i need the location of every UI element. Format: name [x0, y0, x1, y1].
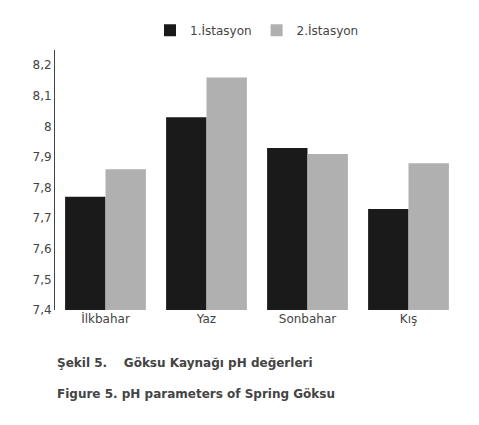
svg-text:8,2: 8,2	[33, 58, 52, 72]
svg-text:1.İstasyon: 1.İstasyon	[190, 23, 252, 38]
svg-text:Figure 5. pH parameters of Spr: Figure 5. pH parameters of Spring Göksu	[57, 387, 335, 401]
svg-text:8: 8	[44, 120, 52, 134]
svg-text:Yaz: Yaz	[196, 312, 216, 326]
svg-text:7,5: 7,5	[33, 273, 52, 287]
svg-text:7,6: 7,6	[33, 242, 52, 256]
svg-text:Kış: Kış	[400, 312, 417, 326]
svg-text:Şekil 5. Göksu Kaynağı pH d: Şekil 5. Göksu Kaynağı pH değerleri	[57, 356, 313, 370]
svg-text:7,9: 7,9	[33, 150, 52, 164]
svg-text:8,1: 8,1	[33, 89, 52, 103]
svg-text:Sonbahar: Sonbahar	[279, 312, 336, 326]
svg-text:7,4: 7,4	[33, 303, 52, 317]
svg-text:İlkbahar: İlkbahar	[81, 311, 130, 326]
svg-text:7,7: 7,7	[33, 211, 52, 225]
svg-text:7,8: 7,8	[33, 181, 52, 195]
svg-text:2.İstasyon: 2.İstasyon	[297, 23, 359, 38]
